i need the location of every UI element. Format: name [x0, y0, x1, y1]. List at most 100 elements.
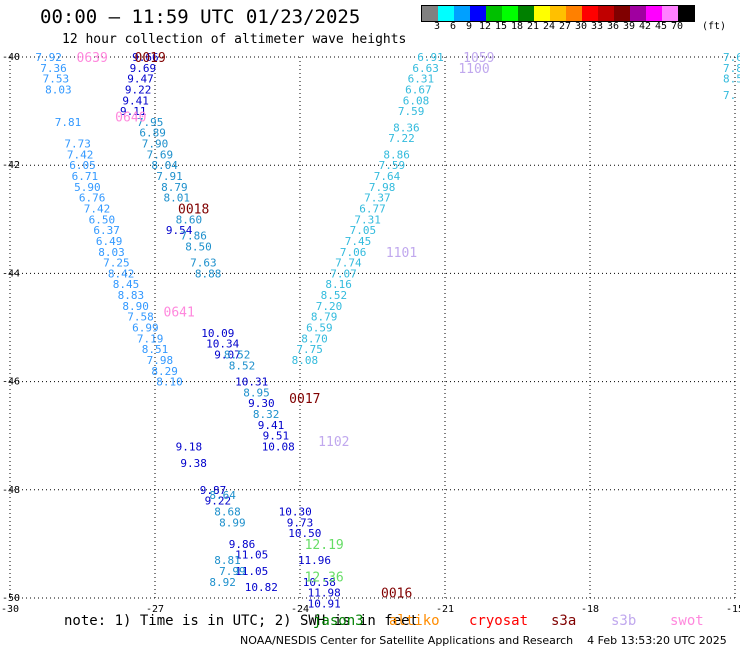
wave-height-value: 9.66	[132, 51, 159, 64]
color-scale-bar	[421, 5, 695, 22]
wave-height-value: 7.90	[142, 138, 169, 151]
satellite-legend-item: cryosat	[469, 613, 529, 629]
wave-height-value: 7.31	[354, 213, 381, 226]
wave-height-value: 8.83	[118, 289, 145, 302]
color-scale-unit: (ft)	[702, 21, 727, 32]
wave-height-value: 11.05	[235, 549, 268, 562]
color-swatch	[566, 6, 582, 21]
satellite-legend-item: jason3	[313, 613, 364, 629]
wave-height-value: 7.86	[180, 230, 207, 243]
color-swatch	[550, 6, 566, 21]
wave-height-value: 8.68	[214, 505, 241, 518]
wave-height-value: 8.81	[214, 554, 241, 567]
color-scale-tick: 33	[590, 21, 604, 32]
wave-height-value: 7.8	[723, 62, 740, 75]
wave-height-value: 10.31	[235, 376, 268, 389]
credit-timestamp: 4 Feb 13:53:20 UTC 2025	[587, 634, 727, 647]
wave-height-value: 6.99	[132, 322, 159, 335]
wave-height-value: 8.90	[122, 300, 149, 313]
wave-height-value: 7.69	[147, 148, 174, 161]
wave-height-value: 9.18	[176, 441, 203, 454]
wave-height-value: 10.08	[262, 441, 295, 454]
wave-height-value: 7.58	[127, 311, 154, 324]
wave-height-value: 8.92	[209, 576, 236, 589]
pass-time-label: 1100	[458, 62, 489, 77]
wave-height-value: 8.5	[723, 73, 740, 86]
wave-height-value: 7.37	[364, 192, 391, 205]
color-swatch	[662, 6, 678, 21]
color-scale-tick: 70	[670, 21, 684, 32]
wave-height-value: 11.05	[235, 565, 268, 578]
wave-height-value: 10.50	[288, 527, 321, 540]
wave-height-value: 9.86	[229, 538, 256, 551]
wave-height-value: 8.88	[195, 267, 222, 280]
wave-height-value: 6.89	[139, 127, 166, 140]
wave-height-value: 8.52	[321, 289, 348, 302]
wave-height-value: 7.05	[350, 224, 377, 237]
pass-time-label: 0018	[178, 202, 209, 217]
satellite-legend-item: s3b	[611, 613, 637, 629]
wave-height-value: 6.50	[89, 213, 116, 226]
wave-height-value: 8.03	[98, 246, 125, 259]
wave-height-value: 6.63	[412, 62, 439, 75]
wave-height-value: 10.30	[279, 505, 312, 518]
color-scale-tick: 27	[558, 21, 572, 32]
x-tick-label: -24	[291, 604, 309, 615]
wave-height-value: 8.99	[219, 516, 246, 529]
wave-height-value: 8.04	[151, 159, 178, 172]
wave-height-value: 8.29	[151, 365, 178, 378]
color-scale-tick: 39	[622, 21, 636, 32]
pass-time-label: 1102	[318, 435, 349, 450]
color-swatch	[646, 6, 662, 21]
color-swatch	[422, 6, 438, 21]
wave-height-value: 8.10	[156, 376, 183, 389]
wave-height-value: 9.22	[125, 83, 152, 96]
pass-time-label: 1059	[463, 51, 494, 66]
wave-height-value: 6.76	[79, 192, 106, 205]
wave-height-value: 7.42	[67, 148, 94, 161]
wave-height-value: 9.30	[248, 397, 275, 410]
wave-height-value: 8.32	[253, 408, 280, 421]
wave-height-value: 8.79	[161, 181, 188, 194]
y-tick-label: -48	[2, 485, 20, 496]
credit-agency: NOAA/NESDIS Center for Satellite Applica…	[240, 634, 574, 647]
pass-time-label: 0019	[135, 51, 166, 66]
wave-height-value: 7.92	[35, 51, 62, 64]
color-scale-labels: 3 6 9 12 15 18 21 24 27 30 33 36 39 42 45 70	[421, 21, 685, 32]
wave-height-value: 7.74	[335, 257, 362, 270]
color-swatch	[518, 6, 534, 21]
wave-height-value: 10.91	[308, 597, 341, 610]
wave-height-value: 7.75	[296, 343, 323, 356]
credit-line: NOAA/NESDIS Center for Satellite Applica…	[240, 634, 727, 647]
wave-height-value: 6.31	[408, 73, 435, 86]
wave-height-value: 6.05	[69, 159, 96, 172]
wave-height-value: 7.64	[374, 170, 401, 183]
wave-height-value: 8.52	[224, 349, 251, 362]
pass-time-label: 0016	[381, 587, 412, 602]
wave-height-value: 5.90	[74, 181, 101, 194]
wave-height-value: 6.77	[359, 202, 386, 215]
wave-height-value: 7.98	[369, 181, 396, 194]
wave-height-value: 9.51	[263, 430, 290, 443]
wave-height-value: 9.41	[258, 419, 285, 432]
color-scale-tick: 30	[574, 21, 588, 32]
wave-height-value: 11.96	[298, 554, 331, 567]
y-tick-label: -40	[2, 52, 20, 63]
color-swatch	[454, 6, 470, 21]
map-title: 00:00 — 11:59 UTC 01/23/2025	[40, 6, 361, 28]
wave-height-value: 10.34	[206, 338, 239, 351]
wave-height-value: 9.73	[287, 516, 314, 529]
color-swatch	[470, 6, 486, 21]
wave-height-value: 7.59	[379, 159, 406, 172]
color-swatch	[614, 6, 630, 21]
wave-height-value: 8.03	[45, 83, 72, 96]
wave-height-value: 7.6	[723, 51, 740, 64]
satellite-legend-item: s3a	[551, 613, 577, 629]
wave-height-value: 9.07	[214, 349, 241, 362]
pass-time-label: 0641	[164, 305, 195, 320]
color-scale-tick: 45	[654, 21, 668, 32]
wave-height-value: 7.19	[137, 332, 164, 345]
wave-height-value: 6.67	[405, 83, 432, 96]
footer-note: note: 1) Time is in UTC; 2) SWH is in fe…	[64, 613, 419, 629]
